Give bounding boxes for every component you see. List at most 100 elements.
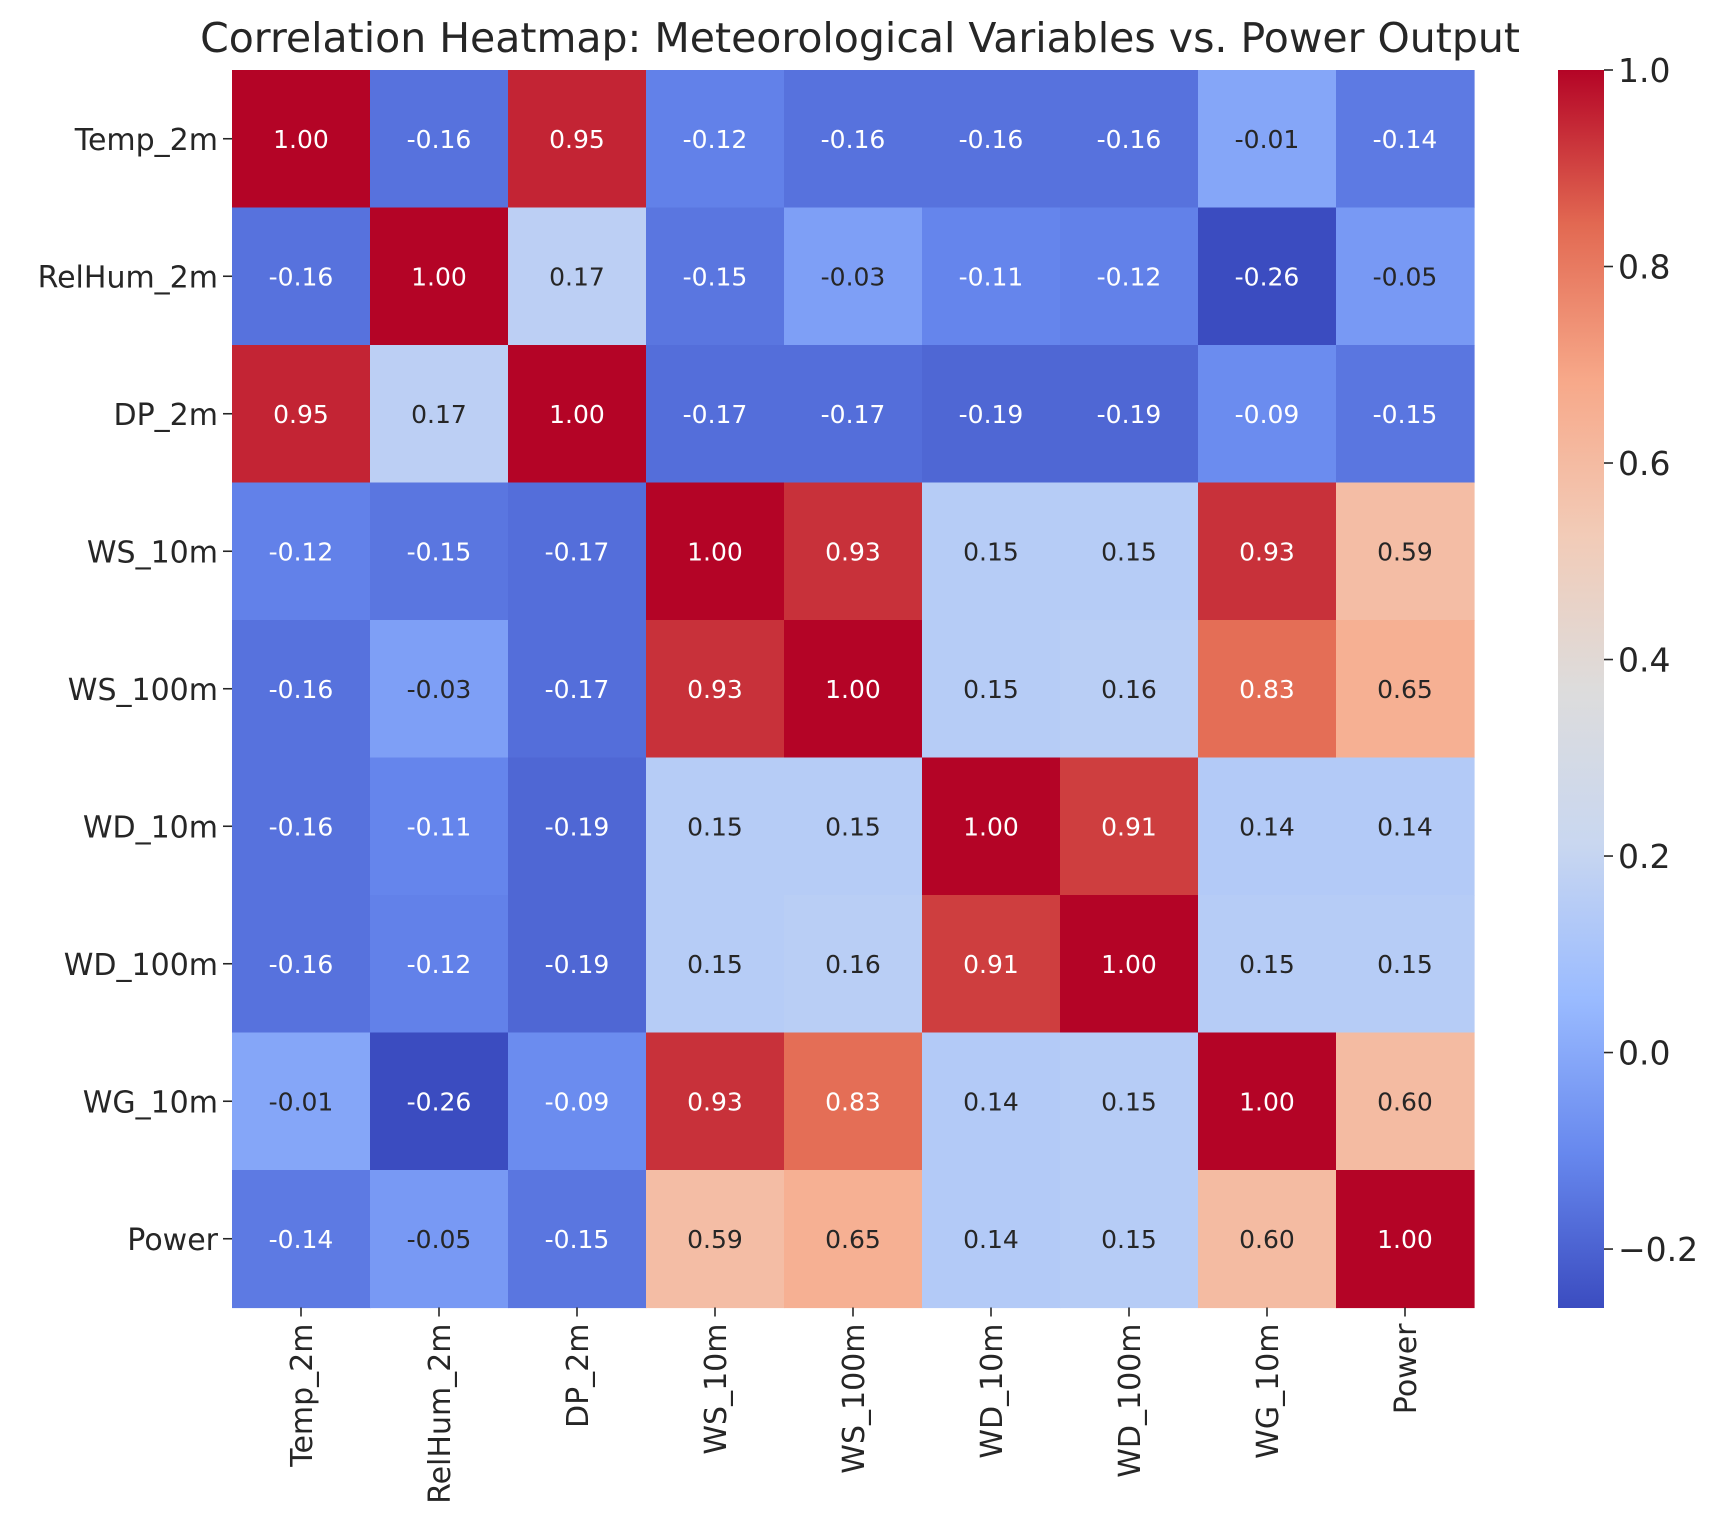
heatmap-cell <box>646 1170 785 1309</box>
heatmap-cell <box>508 1032 647 1171</box>
heatmap-cell <box>646 1032 785 1171</box>
cell-value-label: 1.00 <box>411 262 467 291</box>
cell-value-label: 0.95 <box>549 125 605 154</box>
cell-value-label: 0.16 <box>825 950 881 979</box>
y-tick-label: WS_100m <box>68 673 218 708</box>
cell-value-label: 0.14 <box>1239 812 1295 841</box>
cell-value-label: 1.00 <box>687 537 743 566</box>
heatmap-cell <box>1336 207 1475 346</box>
heatmap-cell <box>370 1032 509 1171</box>
cell-value-label: 0.59 <box>1377 537 1433 566</box>
cell-value-label: -0.17 <box>821 400 886 429</box>
cell-value-label: -0.17 <box>683 400 748 429</box>
colorbar-tick-label: 1.0 <box>1618 51 1670 90</box>
heatmap-cell <box>1060 757 1199 896</box>
heatmap-cell <box>1060 1170 1199 1309</box>
y-tick-label: Temp_2m <box>74 123 218 158</box>
cell-value-label: 1.00 <box>1377 1225 1433 1254</box>
heatmap-cell <box>508 895 647 1034</box>
heatmap-cell <box>784 620 923 759</box>
heatmap-cell <box>1336 70 1475 209</box>
y-tick-label: Power <box>127 1223 218 1258</box>
cell-value-label: -0.12 <box>1097 262 1162 291</box>
colorbar-tick-label: 0.2 <box>1618 837 1670 876</box>
cell-value-label: 0.17 <box>411 400 467 429</box>
cell-value-label: -0.01 <box>269 1087 334 1116</box>
cell-value-label: 0.93 <box>825 537 881 566</box>
heatmap-cell <box>922 482 1061 621</box>
heatmap-cell <box>508 345 647 484</box>
heatmap-cell <box>370 757 509 896</box>
colorbar-tick-label: 0.6 <box>1618 444 1670 483</box>
heatmap-cell <box>646 345 785 484</box>
heatmap-cell <box>508 1170 647 1309</box>
heatmap-cell <box>784 345 923 484</box>
cell-value-label: -0.16 <box>821 125 886 154</box>
heatmap-cell <box>922 757 1061 896</box>
heatmap-cell <box>1060 1032 1199 1171</box>
y-tick-label: WS_10m <box>87 535 218 570</box>
colorbar-tick-label: 0.4 <box>1618 641 1670 680</box>
cell-value-label: -0.15 <box>545 1225 610 1254</box>
cell-value-label: -0.16 <box>959 125 1024 154</box>
heatmap-cell <box>784 70 923 209</box>
heatmap-cell <box>1060 70 1199 209</box>
cell-value-label: 0.15 <box>687 950 743 979</box>
cell-value-label: 0.15 <box>687 812 743 841</box>
cell-value-label: 1.00 <box>825 675 881 704</box>
heatmap-cell <box>508 757 647 896</box>
cell-value-label: -0.05 <box>407 1225 472 1254</box>
heatmap-cell <box>922 895 1061 1034</box>
heatmap-cell <box>232 482 371 621</box>
cell-value-label: 0.91 <box>1101 812 1157 841</box>
heatmap-cell <box>1198 70 1337 209</box>
heatmap-cell <box>232 207 371 346</box>
cell-value-label: -0.12 <box>269 537 334 566</box>
cell-value-label: -0.15 <box>1373 400 1438 429</box>
heatmap-cell <box>1198 895 1337 1034</box>
heatmap-cell <box>784 895 923 1034</box>
x-tick-label: WS_100m <box>837 1324 872 1474</box>
colorbar-tick-label: 0.8 <box>1618 248 1670 287</box>
cell-value-label: 0.83 <box>1239 675 1295 704</box>
heatmap-cell <box>646 70 785 209</box>
cell-value-label: 1.00 <box>273 125 329 154</box>
heatmap-cell <box>370 620 509 759</box>
cell-value-label: -0.12 <box>683 125 748 154</box>
heatmap-cell <box>508 207 647 346</box>
heatmap-cell <box>646 757 785 896</box>
cell-value-label: -0.11 <box>407 812 472 841</box>
heatmap-cell <box>1336 620 1475 759</box>
heatmap-cell <box>1336 757 1475 896</box>
cell-value-label: -0.15 <box>683 262 748 291</box>
cell-value-label: -0.11 <box>959 262 1024 291</box>
heatmap-cell <box>232 1032 371 1171</box>
cell-value-label: -0.09 <box>545 1087 610 1116</box>
cell-value-label: 0.60 <box>1377 1087 1433 1116</box>
cell-value-label: -0.16 <box>269 675 334 704</box>
cell-value-label: -0.12 <box>407 950 472 979</box>
cell-value-label: -0.09 <box>1235 400 1300 429</box>
cell-value-label: -0.14 <box>1373 125 1438 154</box>
x-tick-label: WG_10m <box>1251 1324 1286 1459</box>
cell-value-label: -0.16 <box>407 125 472 154</box>
cell-value-label: 0.17 <box>549 262 605 291</box>
cell-value-label: 1.00 <box>1239 1087 1295 1116</box>
cell-value-label: -0.17 <box>545 537 610 566</box>
cell-value-label: 0.93 <box>687 1087 743 1116</box>
x-tick-label: WD_10m <box>975 1324 1010 1459</box>
x-tick-label: RelHum_2m <box>423 1324 458 1504</box>
cell-value-label: -0.19 <box>959 400 1024 429</box>
heatmap-cell <box>232 757 371 896</box>
cell-value-label: 0.15 <box>963 537 1019 566</box>
heatmap-cell <box>646 207 785 346</box>
heatmap-cell <box>508 70 647 209</box>
cell-value-label: -0.26 <box>407 1087 472 1116</box>
colorbar-tick-label: −0.2 <box>1618 1230 1698 1269</box>
cell-value-label: 0.60 <box>1239 1225 1295 1254</box>
heatmap-cell <box>922 207 1061 346</box>
cell-value-label: 1.00 <box>963 812 1019 841</box>
cell-value-label: -0.19 <box>545 812 610 841</box>
